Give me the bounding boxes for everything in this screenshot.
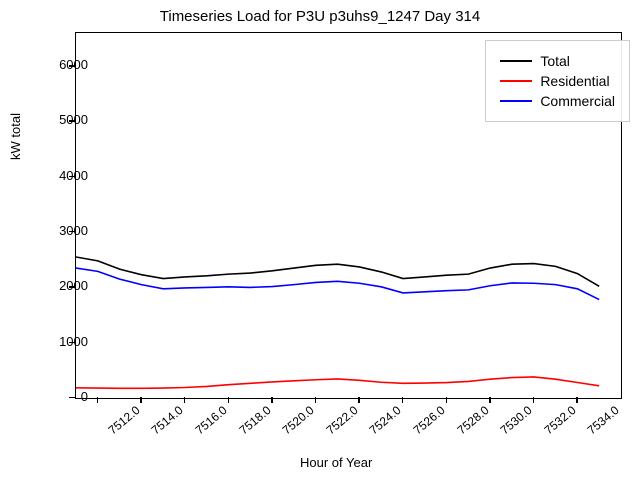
x-tick-label-7520: 7520.0 — [280, 403, 317, 437]
y-tick-label-3000: 3000 — [28, 223, 88, 238]
y-axis-title: kW total — [8, 113, 23, 160]
legend-label-commercial: Commercial — [540, 93, 615, 109]
legend-swatch-commercial — [500, 100, 532, 103]
x-tick-mark-7532 — [533, 397, 534, 403]
y-tick-label-6000: 6000 — [28, 57, 88, 72]
x-tick-mark-7528 — [446, 397, 447, 403]
x-tick-label-7516: 7516.0 — [193, 403, 230, 437]
x-tick-mark-7520 — [271, 397, 272, 403]
legend-swatch-residential — [500, 80, 532, 83]
y-tick-mark-4000 — [69, 176, 75, 177]
legend-item-residential: Residential — [500, 73, 615, 89]
x-tick-mark-7514 — [140, 397, 141, 403]
x-tick-label-7514: 7514.0 — [149, 403, 186, 437]
x-tick-mark-7522 — [315, 397, 316, 403]
x-tick-mark-7526 — [402, 397, 403, 403]
legend-label-total: Total — [540, 53, 570, 69]
legend-label-residential: Residential — [540, 73, 609, 89]
y-tick-label-4000: 4000 — [28, 168, 88, 183]
x-tick-label-7534: 7534.0 — [585, 403, 622, 437]
x-tick-label-7518: 7518.0 — [236, 403, 273, 437]
y-tick-mark-2000 — [69, 286, 75, 287]
legend-item-commercial: Commercial — [500, 93, 615, 109]
commercial-line — [76, 268, 599, 300]
x-tick-label-7528: 7528.0 — [454, 403, 491, 437]
x-axis-title: Hour of Year — [300, 455, 372, 470]
legend-item-total: Total — [500, 53, 615, 69]
y-tick-mark-0 — [69, 397, 75, 398]
x-tick-mark-7530 — [489, 397, 490, 403]
y-tick-label-5000: 5000 — [28, 112, 88, 127]
y-tick-mark-1000 — [69, 342, 75, 343]
legend-swatch-total — [500, 60, 532, 63]
legend-box[interactable]: Total Residential Commercial — [485, 40, 630, 122]
x-tick-label-7522: 7522.0 — [323, 403, 360, 437]
x-tick-label-7530: 7530.0 — [498, 403, 535, 437]
chart-container: Timeseries Load for P3U p3uhs9_1247 Day … — [0, 0, 640, 480]
x-tick-label-7526: 7526.0 — [411, 403, 448, 437]
y-tick-label-0: 0 — [28, 389, 88, 404]
residential-line — [76, 377, 599, 388]
x-tick-label-7532: 7532.0 — [541, 403, 578, 437]
y-tick-mark-3000 — [69, 231, 75, 232]
x-tick-mark-7524 — [358, 397, 359, 403]
x-tick-mark-7534 — [576, 397, 577, 403]
y-tick-label-2000: 2000 — [28, 278, 88, 293]
x-tick-mark-7516 — [184, 397, 185, 403]
x-tick-label-7512: 7512.0 — [105, 403, 142, 437]
x-tick-mark-7512 — [97, 397, 98, 403]
y-tick-mark-5000 — [69, 120, 75, 121]
x-tick-label-7524: 7524.0 — [367, 403, 404, 437]
y-tick-mark-6000 — [69, 65, 75, 66]
y-tick-label-1000: 1000 — [28, 334, 88, 349]
chart-title: Timeseries Load for P3U p3uhs9_1247 Day … — [0, 8, 640, 25]
x-tick-mark-7518 — [228, 397, 229, 403]
